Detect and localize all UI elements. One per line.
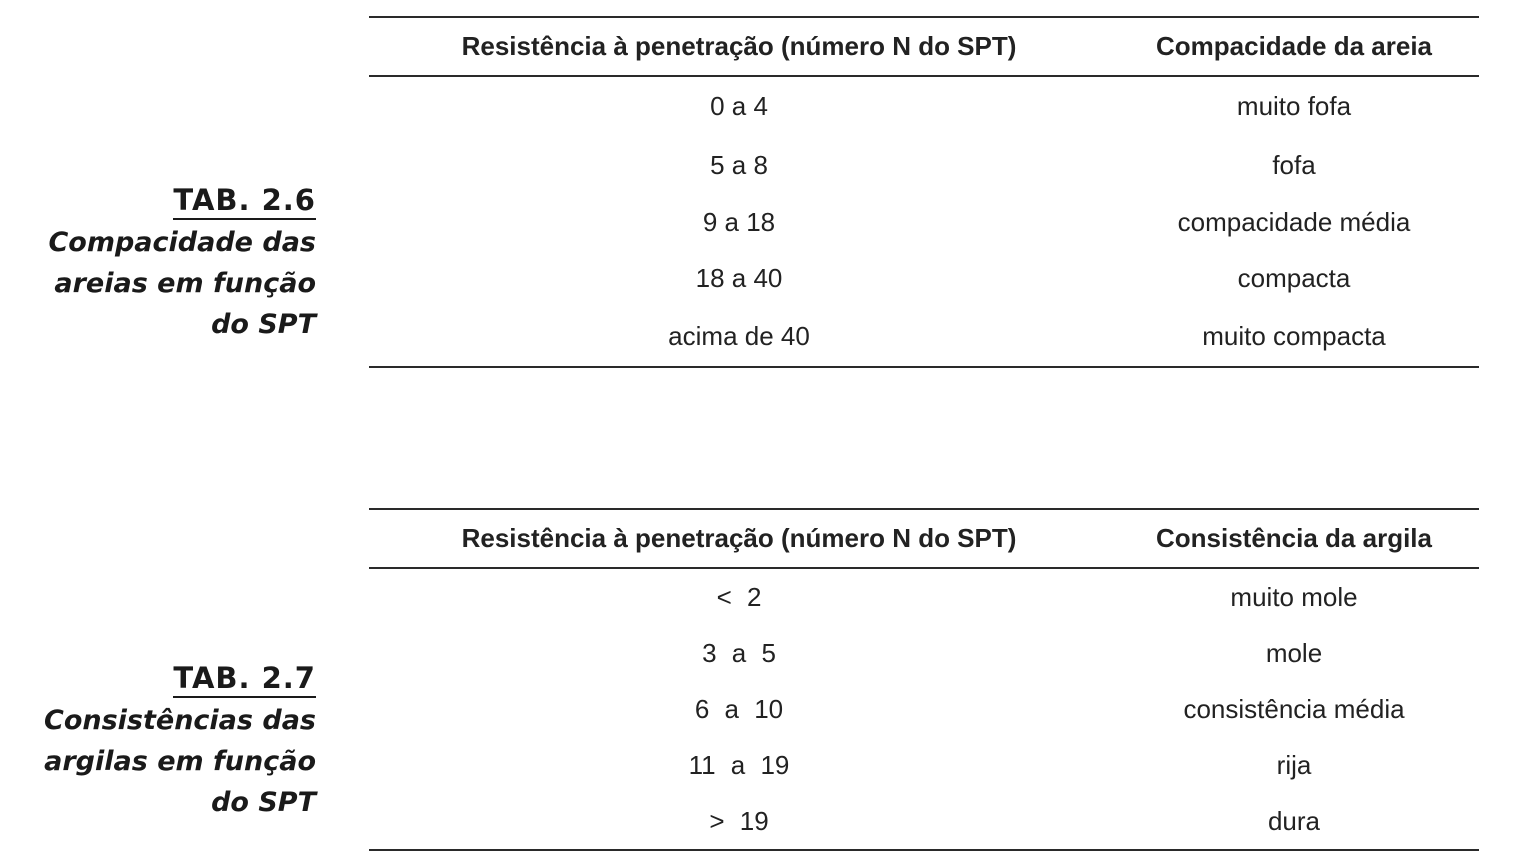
- cell-spt-range: < 2: [716, 581, 762, 612]
- caption-line: do SPT: [211, 309, 316, 340]
- table-caption: TAB. 2.7 Consistências das argilas em fu…: [20, 662, 316, 823]
- table-row: acima de 40 muito compacta: [369, 306, 1479, 368]
- cell-classification: muito fofa: [1236, 91, 1352, 121]
- table-row: > 19 dura: [369, 793, 1479, 851]
- caption-line: Compacidade das: [48, 227, 316, 258]
- table-number: TAB. 2.6: [173, 184, 316, 220]
- caption-line: argilas em função: [44, 746, 316, 777]
- table-row: 9 a 18 compacidade média: [369, 194, 1479, 250]
- cell-spt-range: 18 a 40: [695, 262, 783, 293]
- cell-classification: dura: [1109, 793, 1479, 851]
- cell-classification: compacta: [1237, 262, 1351, 293]
- table-row: < 2 muito mole: [369, 568, 1479, 625]
- header-clay-consistency: Consistência da argila: [1109, 508, 1479, 569]
- table-row: 18 a 40 compacta: [369, 250, 1479, 306]
- table-caption: TAB. 2.6 Compacidade das areias em funçã…: [20, 184, 316, 345]
- caption-line: areias em função: [54, 268, 316, 299]
- cell-classification: muito compacta: [1109, 306, 1479, 368]
- table-header-row: Resistência à penetração (número N do SP…: [369, 508, 1479, 569]
- spt-sand-table: Resistência à penetração (número N do SP…: [369, 16, 1479, 368]
- cell-spt-range: 6 a 10: [694, 693, 784, 724]
- header-sand-compactness: Compacidade da areia: [1109, 16, 1479, 77]
- table-row: 11 a 19 rija: [369, 737, 1479, 793]
- cell-classification: mole: [1265, 637, 1323, 668]
- table-header-row: Resistência à penetração (número N do SP…: [369, 16, 1479, 77]
- cell-classification: muito mole: [1230, 581, 1358, 612]
- caption-line: Consistências das: [44, 705, 316, 736]
- cell-spt-range: acima de 40: [369, 306, 1109, 368]
- table-row: 6 a 10 consistência média: [369, 681, 1479, 737]
- caption-line: do SPT: [211, 787, 316, 818]
- cell-spt-range: > 19: [369, 793, 1109, 851]
- table-row: 3 a 5 mole: [369, 625, 1479, 681]
- cell-spt-range: 11 a 19: [688, 749, 790, 780]
- cell-classification: consistência média: [1183, 693, 1405, 724]
- header-spt-number: Resistência à penetração (número N do SP…: [369, 16, 1109, 77]
- cell-classification: compacidade média: [1177, 206, 1411, 237]
- cell-spt-range: 0 a 4: [710, 91, 768, 121]
- header-spt-number: Resistência à penetração (número N do SP…: [369, 508, 1109, 569]
- table-number: TAB. 2.7: [173, 662, 316, 698]
- cell-classification: rija: [1276, 749, 1312, 780]
- table-row: 5 a 8 fofa: [369, 136, 1479, 194]
- cell-spt-range: 3 a 5: [702, 637, 776, 668]
- spt-clay-table: Resistência à penetração (número N do SP…: [369, 508, 1479, 851]
- cell-spt-range: 9 a 18: [702, 206, 776, 237]
- cell-spt-range: 5 a 8: [710, 149, 768, 180]
- table-row: 0 a 4 muito fofa: [369, 76, 1479, 136]
- cell-classification: fofa: [1272, 149, 1316, 180]
